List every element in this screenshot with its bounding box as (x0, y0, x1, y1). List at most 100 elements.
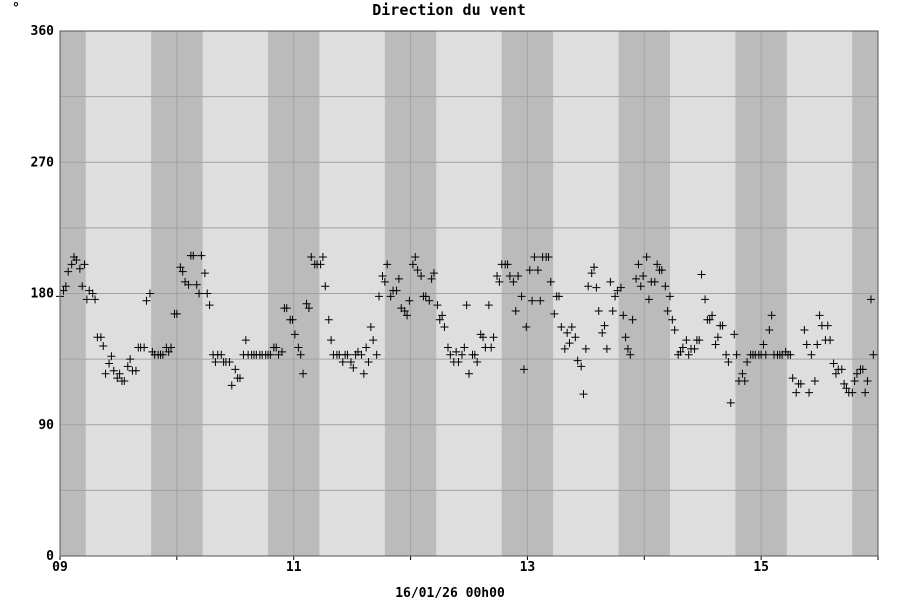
data-point (452, 347, 461, 356)
data-point (544, 253, 553, 262)
data-point (546, 277, 555, 286)
data-point (708, 311, 717, 320)
data-point (172, 309, 181, 318)
x-axis-label: 16/01/26 00h00 (395, 586, 505, 600)
x-tick-labels: 09 11 13 15 (52, 560, 769, 575)
data-point (852, 369, 861, 378)
data-point (509, 277, 518, 286)
data-point (684, 350, 693, 359)
data-point (536, 296, 545, 305)
data-point (602, 344, 611, 353)
data-point (850, 377, 859, 385)
data-point (579, 390, 588, 399)
data-point (429, 269, 438, 278)
data-point (400, 307, 409, 315)
data-point (140, 343, 149, 352)
data-point (650, 277, 659, 286)
data-point (241, 336, 250, 345)
data-point (82, 295, 91, 304)
data-point (425, 296, 434, 305)
data-point (842, 384, 851, 393)
data-point (473, 358, 482, 367)
data-point (802, 340, 811, 349)
data-point (324, 315, 333, 324)
data-point (848, 388, 857, 397)
data-point (454, 358, 463, 367)
data-point (530, 253, 539, 262)
data-point (661, 282, 670, 291)
data-point (227, 381, 236, 390)
data-point (565, 339, 574, 348)
data-point (759, 340, 768, 349)
data-point (411, 253, 420, 262)
data-point (67, 260, 76, 269)
data-point (626, 350, 635, 359)
data-point (75, 264, 84, 273)
data-point (460, 343, 469, 352)
data-point (266, 350, 275, 359)
data-point (487, 343, 496, 352)
data-point (722, 350, 731, 359)
data-point (701, 295, 710, 304)
data-point (392, 286, 401, 295)
data-point (225, 358, 234, 367)
data-point (299, 369, 308, 378)
data-point (554, 292, 563, 301)
plot-frame (59, 30, 879, 557)
data-point (421, 292, 430, 301)
data-point (80, 260, 89, 269)
data-point (598, 328, 607, 337)
data-point (120, 377, 129, 385)
x-tick-label: 15 (753, 560, 769, 575)
data-point (519, 365, 528, 374)
data-point (863, 377, 872, 385)
data-points (56, 251, 878, 407)
data-point (788, 374, 797, 383)
data-point (484, 301, 493, 310)
data-point (616, 283, 625, 292)
data-point (126, 355, 135, 364)
data-point (61, 282, 70, 291)
data-point (796, 379, 805, 388)
data-point (413, 266, 422, 275)
data-point (417, 272, 426, 280)
data-point (634, 260, 643, 269)
data-point (503, 260, 512, 269)
data-point (522, 323, 531, 332)
data-point (670, 325, 679, 334)
data-point (78, 282, 87, 291)
tick-marks (59, 556, 879, 560)
data-point (639, 272, 648, 280)
data-point (761, 350, 770, 359)
data-point (765, 325, 774, 334)
data-point (581, 344, 590, 353)
data-point (217, 350, 226, 359)
data-point (713, 333, 722, 342)
data-point (123, 362, 132, 371)
data-point (446, 350, 455, 359)
data-point (386, 292, 395, 301)
data-point (730, 330, 739, 339)
data-point (866, 295, 875, 304)
data-point (294, 343, 303, 352)
data-point (178, 267, 187, 276)
data-point (346, 358, 355, 367)
data-point (362, 343, 371, 352)
data-point (296, 350, 305, 359)
data-point (608, 307, 617, 315)
data-point (316, 260, 325, 269)
data-point (272, 343, 281, 352)
data-point (840, 379, 849, 388)
x-tick-label: 11 (286, 560, 302, 575)
data-point (72, 255, 81, 264)
y-tick-label: 180 (31, 287, 55, 302)
data-point (479, 333, 488, 342)
data-point (290, 330, 299, 339)
data-point (197, 251, 206, 260)
data-point (462, 301, 471, 310)
data-point (653, 260, 662, 269)
y-tick-label: 270 (31, 155, 55, 170)
data-point (600, 321, 609, 330)
data-point (525, 266, 534, 275)
data-point (636, 282, 645, 291)
